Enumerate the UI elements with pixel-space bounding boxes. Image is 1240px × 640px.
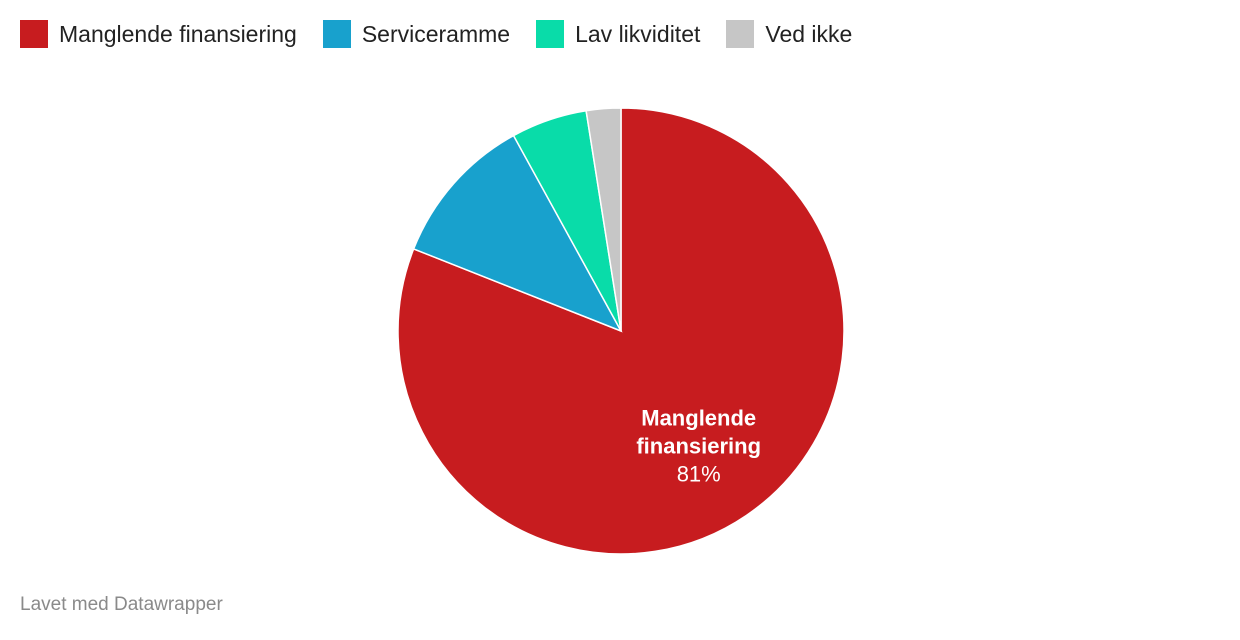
- pie-slice-ved-ikke: [585, 107, 622, 332]
- chart-legend: Manglende finansiering Serviceramme Lav li…: [20, 19, 852, 49]
- legend-item-manglende-finansiering: Manglende finansiering: [20, 19, 297, 49]
- slice-label: Manglende finansiering 81%: [636, 405, 761, 486]
- legend-item-ved-ikke: Ved ikke: [726, 19, 852, 49]
- legend-label-manglende-finansiering: Manglende finansiering: [59, 21, 297, 47]
- slice-label-value: 81%: [677, 461, 721, 486]
- slice-label-name: finansiering: [636, 433, 761, 458]
- pie-slice-serviceramme: [412, 134, 623, 333]
- legend-swatch-lav-likviditet: [536, 20, 565, 48]
- legend-swatch-serviceramme: [322, 20, 351, 48]
- legend-swatch-ved-ikke: [726, 20, 755, 48]
- legend-swatch-manglende-finansiering: [20, 20, 48, 48]
- datawrapper-credit: Lavet med Datawrapper: [20, 594, 223, 615]
- slice-label-name: Manglende: [641, 405, 756, 430]
- legend-label-serviceramme: Serviceramme: [361, 21, 511, 47]
- legend-item-serviceramme: Serviceramme: [322, 19, 511, 49]
- legend-label-ved-ikke: Ved ikke: [765, 21, 853, 47]
- legend-label-lav-likviditet: Lav likviditet: [575, 21, 701, 47]
- legend-item-lav-likviditet: Lav likviditet: [536, 19, 700, 49]
